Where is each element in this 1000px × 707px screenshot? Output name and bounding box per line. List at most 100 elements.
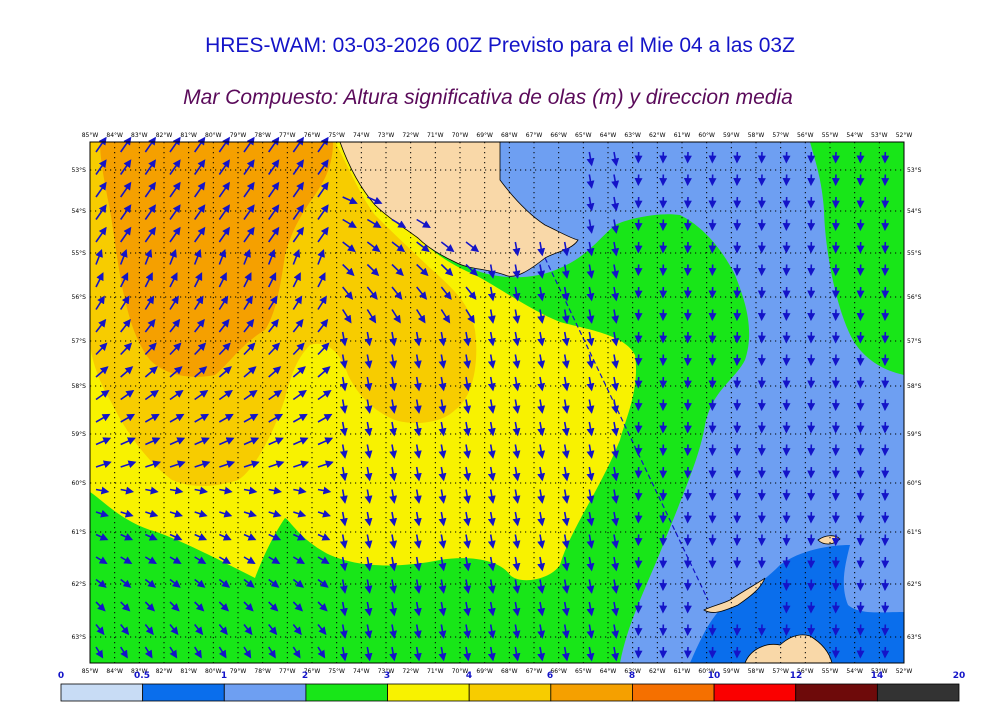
lon-tick-label-top: 57°W xyxy=(772,132,789,139)
wave-direction-arrow xyxy=(512,646,521,662)
wave-direction-arrow xyxy=(611,196,620,212)
colorbar-segment xyxy=(468,683,552,702)
wave-direction-arrow xyxy=(268,366,282,378)
wave-direction-arrow xyxy=(169,601,180,612)
wave-direction-arrow xyxy=(317,318,329,333)
wave-direction-arrow xyxy=(342,286,354,300)
wave-direction-arrow xyxy=(194,556,207,565)
wave-direction-arrow xyxy=(268,413,284,423)
wave-direction-arrow xyxy=(120,159,132,175)
wave-direction-arrow xyxy=(243,624,253,636)
wave-direction-arrow xyxy=(243,533,257,541)
wave-direction-arrow xyxy=(317,342,330,356)
lon-tick-label-top: 58°W xyxy=(748,132,765,139)
lon-tick-label-bottom: 77°W xyxy=(279,668,296,675)
wave-direction-arrow xyxy=(561,534,570,549)
lon-tick-label-top: 56°W xyxy=(797,132,814,139)
lon-tick-label-top: 75°W xyxy=(328,132,345,139)
wave-direction-arrow xyxy=(367,196,383,205)
lon-tick-label-bottom: 70°W xyxy=(452,668,469,675)
wave-direction-arrow xyxy=(169,533,183,541)
wave-direction-arrow xyxy=(339,534,348,549)
wave-direction-arrow xyxy=(339,331,348,347)
wave-direction-arrow xyxy=(218,249,227,265)
wave-direction-arrow xyxy=(292,601,304,612)
lon-tick-label-top: 68°W xyxy=(501,132,518,139)
wave-direction-arrow xyxy=(194,342,207,356)
wave-direction-arrow xyxy=(389,489,398,504)
wave-direction-arrow xyxy=(144,342,157,356)
wave-direction-arrow xyxy=(512,511,521,527)
lon-tick-label-top: 82°W xyxy=(156,132,173,139)
wave-direction-arrow xyxy=(586,624,595,639)
wave-direction-arrow xyxy=(512,489,521,504)
colorbar-label: 10 xyxy=(708,671,721,681)
colorbar-label: 6 xyxy=(547,671,553,681)
wave-direction-arrow xyxy=(292,624,302,636)
wave-direction-arrow xyxy=(218,318,230,333)
lon-tick-label-bottom: 58°W xyxy=(748,668,765,675)
wave-direction-arrow xyxy=(243,389,258,401)
wave-direction-arrow xyxy=(243,460,260,469)
colorbar-label: 14 xyxy=(871,671,884,681)
wave-direction-arrow xyxy=(317,159,329,175)
wave-direction-arrow xyxy=(463,376,472,392)
wave-direction-arrow xyxy=(119,295,130,310)
wave-direction-arrow xyxy=(95,342,108,356)
wave-direction-arrow xyxy=(120,624,130,636)
wave-direction-arrow xyxy=(561,309,570,324)
lon-tick-label-bottom: 72°W xyxy=(402,668,419,675)
wave-direction-arrow xyxy=(169,318,181,333)
colorbar: 0 0.5 1 2 3 4 6 8 10 12 14 20 xyxy=(58,671,965,702)
wave-direction-arrow xyxy=(95,204,107,220)
wave-direction-arrow xyxy=(339,556,348,572)
wave-direction-arrow xyxy=(95,486,110,495)
wave-direction-arrow xyxy=(413,511,422,527)
lon-tick-label-top: 67°W xyxy=(526,132,543,139)
wave-direction-arrow xyxy=(193,646,202,659)
wave-direction-arrow xyxy=(465,286,477,300)
wave-direction-arrow xyxy=(366,241,381,253)
wave-direction-arrow xyxy=(415,309,426,324)
wave-direction-arrow xyxy=(268,460,285,469)
wave-direction-arrow xyxy=(413,534,422,549)
wave-direction-arrow xyxy=(391,286,403,300)
wave-direction-arrow xyxy=(218,295,229,310)
wave-direction-arrow xyxy=(243,366,257,378)
wave-direction-arrow xyxy=(194,413,210,423)
wave-direction-arrow xyxy=(119,272,129,288)
wave-direction-arrow xyxy=(463,466,472,482)
wave-direction-arrow xyxy=(120,509,134,518)
colorbar-segment xyxy=(305,683,388,702)
wave-direction-arrow xyxy=(463,489,472,504)
wave-direction-arrow xyxy=(194,181,206,198)
wave-direction-arrow xyxy=(145,486,159,495)
wave-direction-arrow xyxy=(218,389,233,401)
wave-direction-arrow xyxy=(389,399,398,414)
wave-direction-arrow xyxy=(169,437,186,446)
lon-tick-label-bottom: 68°W xyxy=(501,668,518,675)
wave-direction-arrow xyxy=(268,601,279,612)
wave-direction-arrow xyxy=(416,263,429,277)
wave-direction-arrow xyxy=(611,624,620,639)
wave-direction-arrow xyxy=(317,624,327,636)
wave-direction-arrow xyxy=(292,413,308,423)
wave-direction-arrow xyxy=(364,556,373,572)
wave-direction-arrow xyxy=(611,579,620,594)
wave-direction-arrow xyxy=(586,309,595,324)
wave-direction-arrow xyxy=(438,466,447,482)
wave-direction-arrow xyxy=(219,486,233,495)
wave-direction-arrow xyxy=(292,556,305,565)
wave-direction-arrow xyxy=(389,331,398,347)
wave-direction-arrow xyxy=(169,413,185,423)
colorbar-label: 8 xyxy=(629,671,635,681)
wave-direction-arrow xyxy=(537,466,546,482)
wave-direction-arrow xyxy=(144,181,157,198)
lon-tick-label-top: 81°W xyxy=(180,132,197,139)
wave-direction-arrow xyxy=(561,466,570,482)
lon-tick-label-bottom: 57°W xyxy=(772,668,789,675)
lat-tick-label-right: 55°S xyxy=(907,250,922,257)
wave-direction-arrow xyxy=(413,444,422,459)
lon-tick-label-top: 77°W xyxy=(279,132,296,139)
